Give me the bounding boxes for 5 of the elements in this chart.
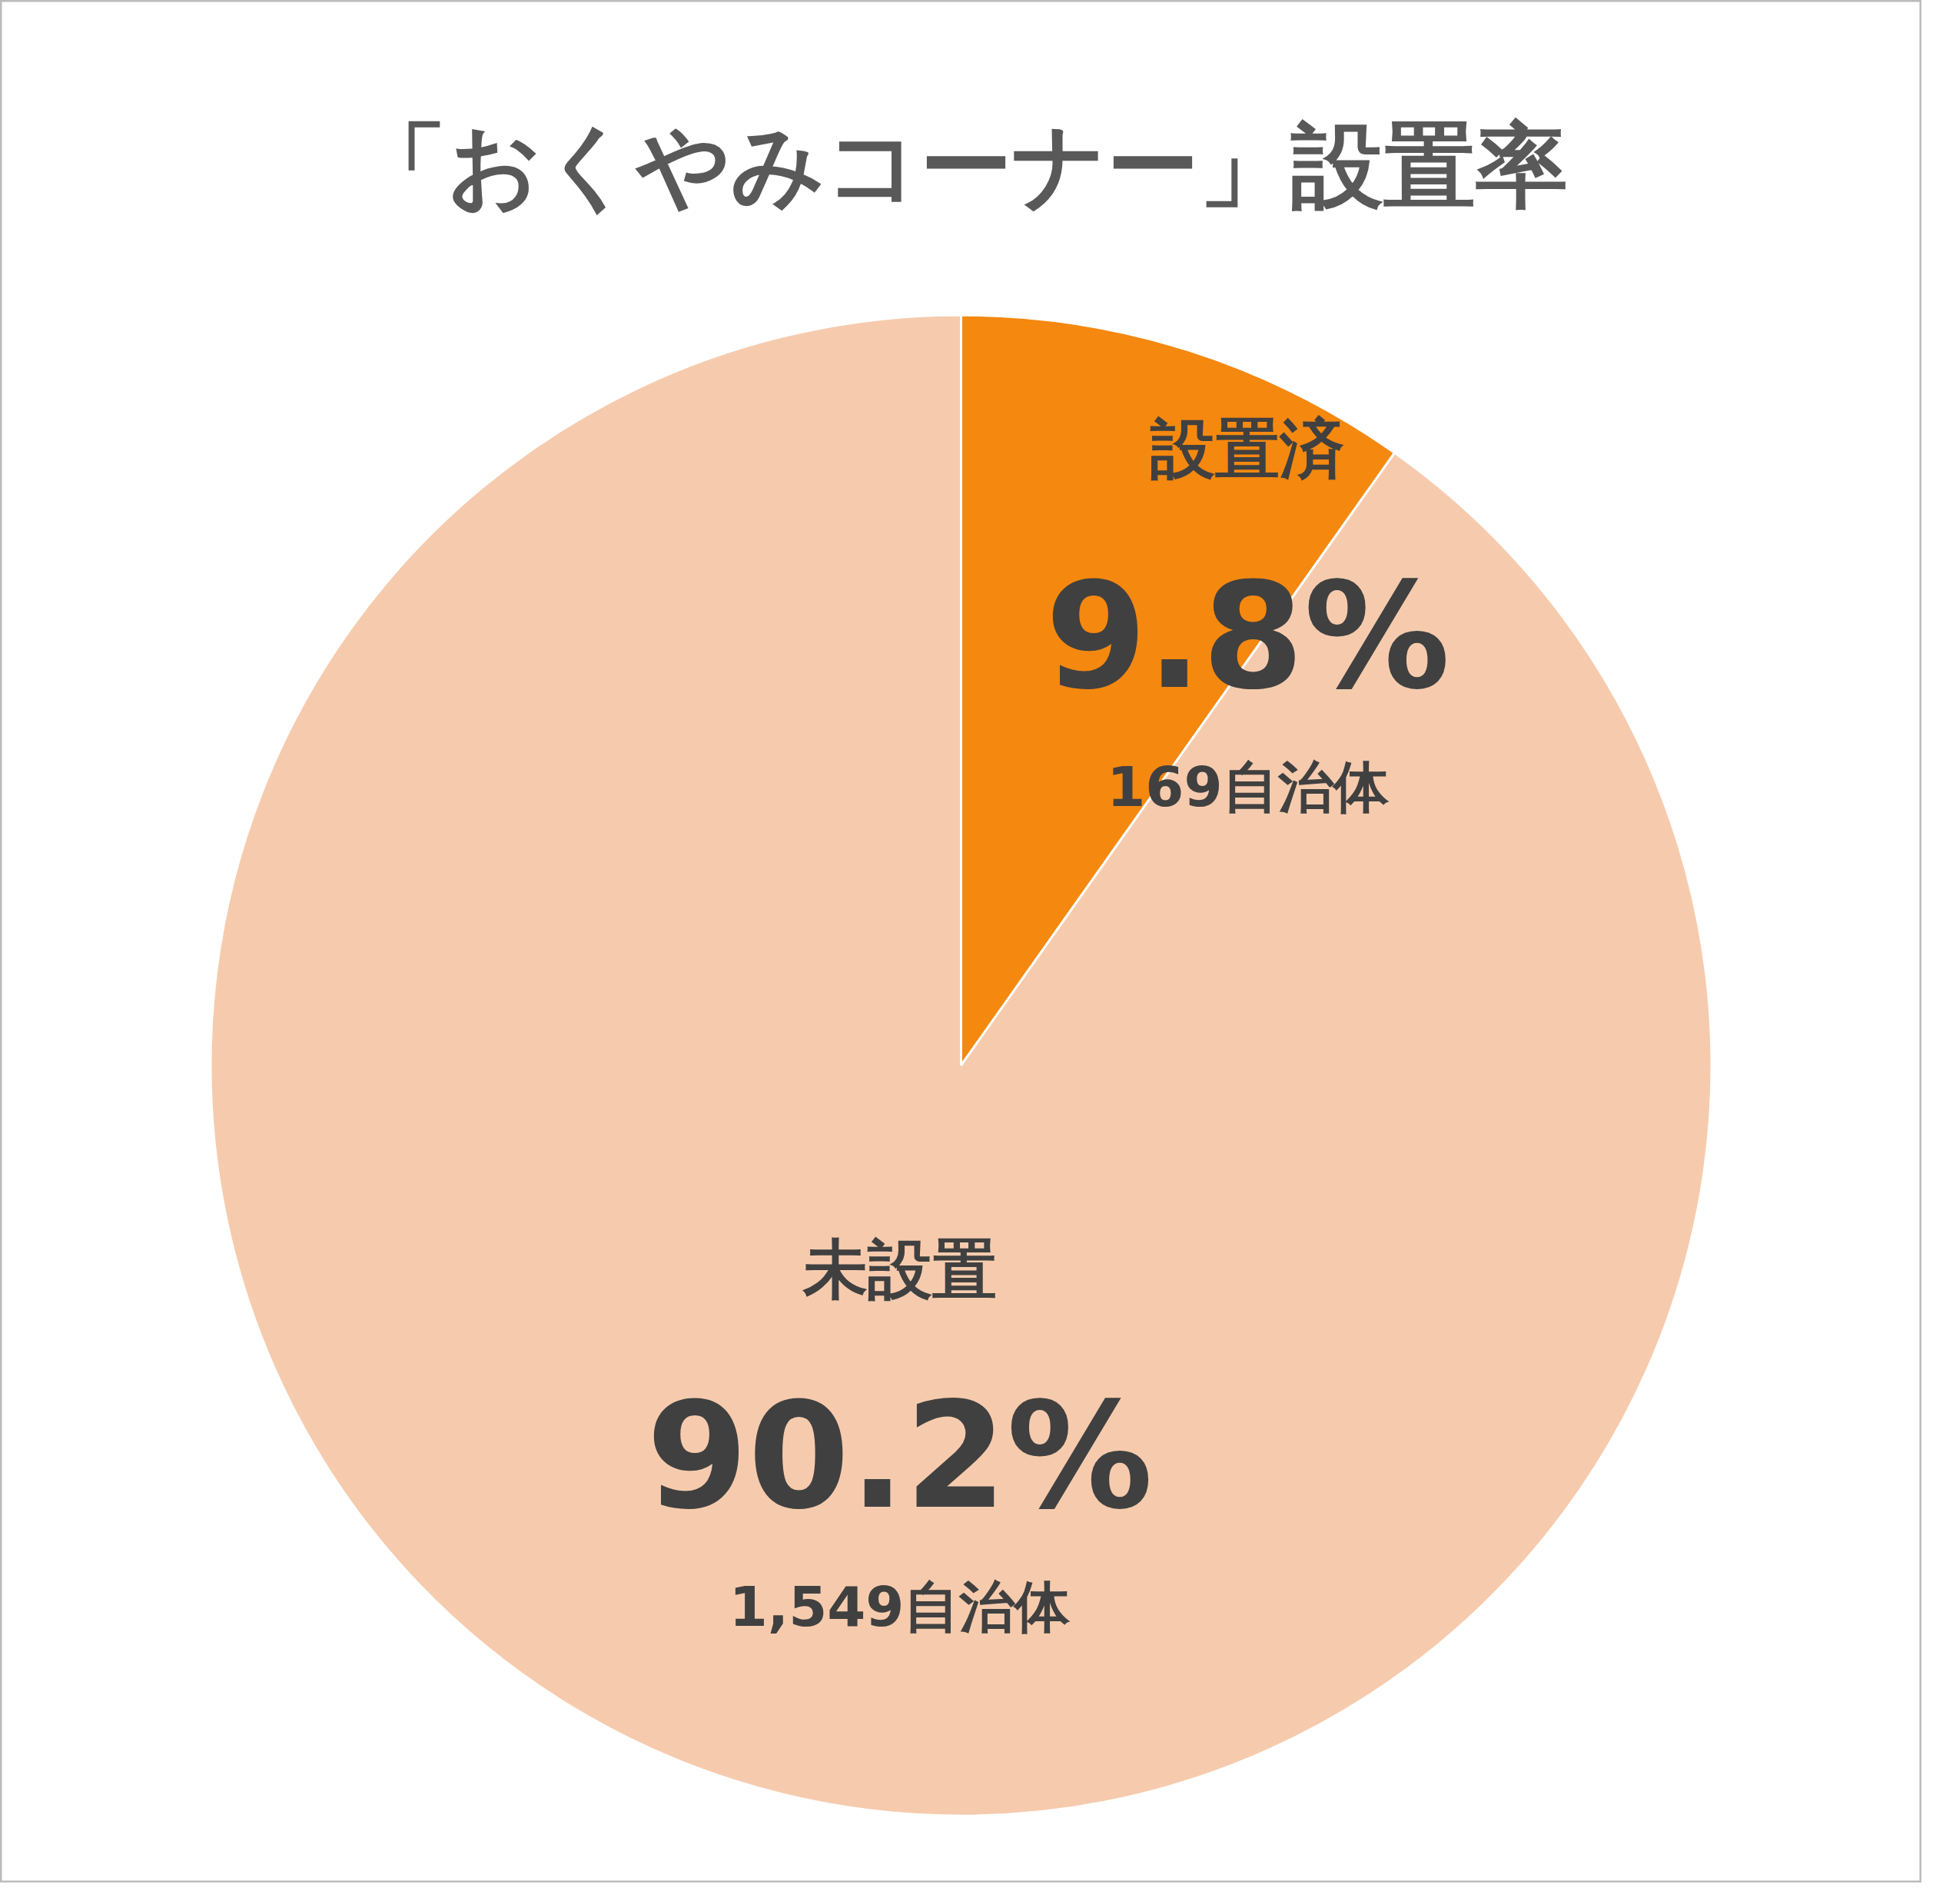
data-label: 90.2% xyxy=(646,1372,1154,1542)
slice-label: 未設置 xyxy=(801,1231,997,1307)
chart-title: 「おくやみコーナー」設置率 xyxy=(354,111,1568,219)
text: 1,549自治体 xyxy=(729,1574,1071,1640)
slice-label: 設置済 xyxy=(1150,411,1345,487)
